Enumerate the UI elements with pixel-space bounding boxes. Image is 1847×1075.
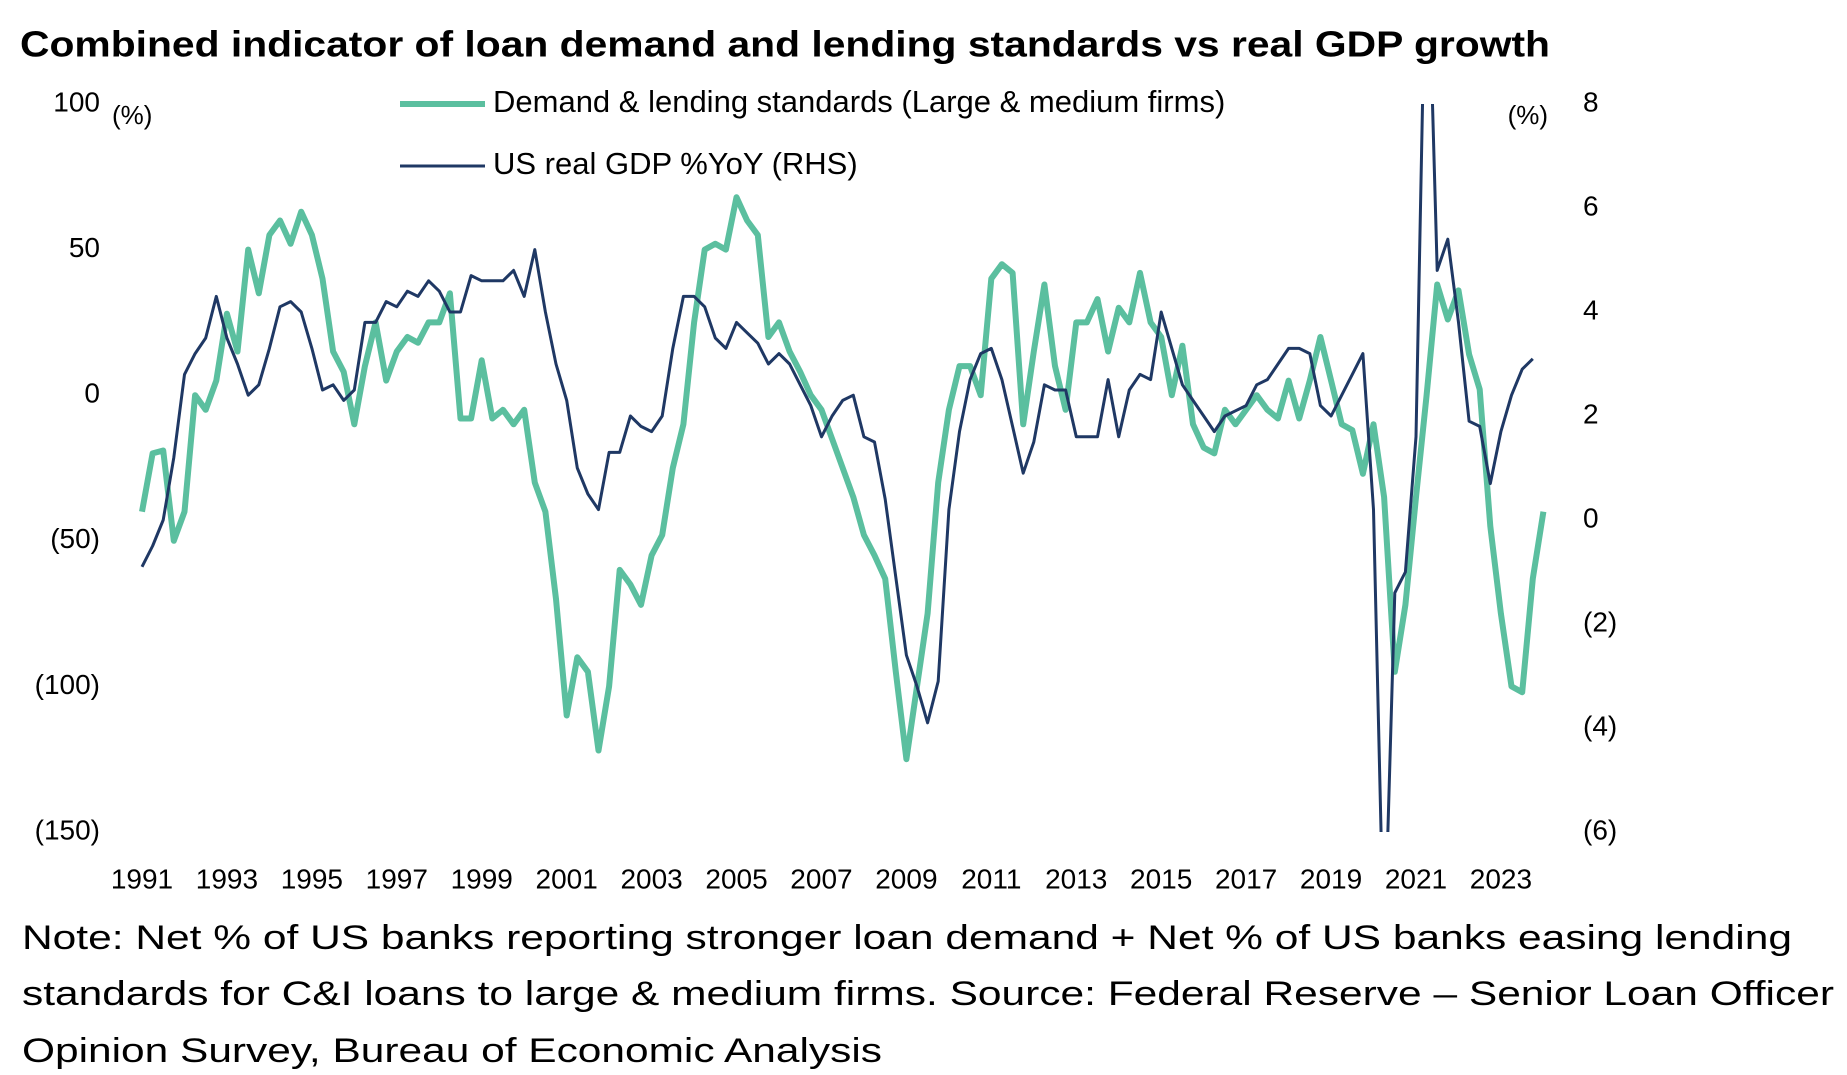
x-tick-label: 2019: [1300, 863, 1362, 894]
x-tick-label: 2015: [1130, 863, 1192, 894]
y-tick-label: 50: [69, 232, 100, 263]
y-axis-unit: (%): [112, 100, 152, 130]
x-tick-label: 1991: [111, 863, 173, 894]
y2-tick-label: 0: [1583, 502, 1599, 533]
x-tick-label: 2007: [790, 863, 852, 894]
note-line: standards for C&I loans to large & mediu…: [22, 975, 1834, 1013]
y2-tick-label: (4): [1583, 710, 1617, 741]
x-tick-label: 2011: [961, 863, 1021, 894]
y2-tick-label: 6: [1583, 190, 1599, 221]
legend-label: US real GDP %YoY (RHS): [493, 146, 858, 181]
y-tick-label: 100: [53, 86, 100, 117]
x-tick-label: 1999: [451, 863, 513, 894]
x-tick-label: 2009: [875, 863, 937, 894]
x-tick-label: 1995: [281, 863, 343, 894]
legend-label: Demand & lending standards (Large & medi…: [493, 84, 1225, 119]
chart-title: Combined indicator of loan demand and le…: [20, 24, 1550, 65]
x-tick-label: 2005: [705, 863, 767, 894]
data-line: [139, 194, 1547, 763]
y-tick-label: (150): [35, 814, 100, 845]
x-tick-label: 1997: [366, 863, 428, 894]
y2-tick-label: 8: [1583, 86, 1599, 117]
y2-tick-label: 2: [1583, 398, 1599, 429]
x-tick-label: 2017: [1215, 863, 1277, 894]
x-tick-label: 2023: [1470, 863, 1532, 894]
note-line: Note: Net % of US banks reporting strong…: [22, 919, 1792, 957]
y2-tick-label: 4: [1583, 294, 1599, 325]
y-tick-label: (50): [50, 523, 100, 554]
x-tick-label: 2021: [1385, 863, 1447, 894]
y2-tick-label: (2): [1583, 606, 1617, 637]
x-tick-label: 2013: [1045, 863, 1107, 894]
x-tick-label: 1993: [196, 863, 258, 894]
x-tick-label: 2003: [620, 863, 682, 894]
note-line: Opinion Survey, Bureau of Economic Analy…: [22, 1032, 882, 1070]
y2-tick-label: (6): [1583, 814, 1617, 845]
y-tick-label: 0: [84, 378, 100, 409]
data-line: [140, 104, 1534, 832]
y2-axis-unit: (%): [1508, 100, 1548, 130]
x-tick-label: 2001: [536, 863, 598, 894]
y-tick-label: (100): [35, 669, 100, 700]
